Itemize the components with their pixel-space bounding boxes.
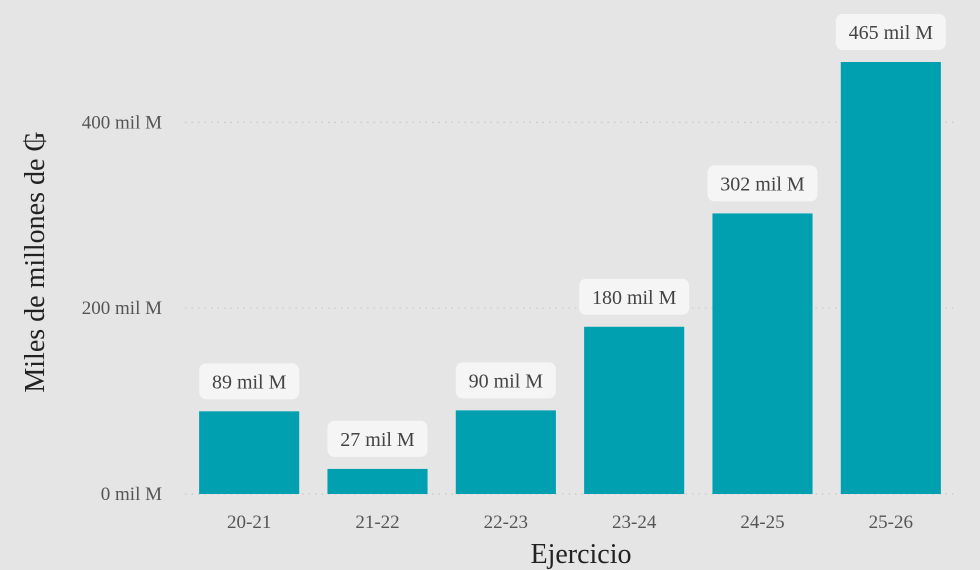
bar-21-22 [327,468,428,494]
bar-24-25 [712,213,813,494]
data-label-box [327,420,428,457]
data-label: 89 mil M [212,371,287,393]
x-axis-title: Ejercicio [530,539,631,570]
label-layer: 89 mil M 27 mil M 90 mil M 180 mil M 302 mil… [199,14,946,457]
bar-23-24 [584,326,685,494]
y-axis-title: Miles de millones de ₲ [20,131,51,392]
x-tick-label: 20-21 [227,512,271,533]
grid-layer [185,121,955,495]
data-label-box [707,165,818,202]
axis-layer: 0 mil M 200 mil M 400 mil M 20-21 21-22 22-23… [82,112,913,533]
data-label: 180 mil M [592,287,677,309]
data-label-box [455,362,556,399]
data-label: 302 mil M [720,173,805,195]
bar-22-23 [455,410,556,494]
data-label: 90 mil M [469,370,544,392]
data-label: 27 mil M [340,429,415,451]
data-label-box [835,14,946,50]
data-label-box [579,278,690,315]
x-tick-label: 21-22 [355,512,399,533]
y-tick-label: 200 mil M [82,298,162,319]
bar-layer [199,62,941,494]
x-tick-label: 25-26 [869,512,913,533]
x-tick-label: 22-23 [484,512,528,533]
data-label: 465 mil M [849,22,934,44]
bar-20-21 [199,411,300,494]
x-tick-label: 23-24 [612,512,657,533]
y-tick-label: 0 mil M [101,484,162,505]
x-tick-label: 24-25 [740,512,784,533]
y-tick-label: 400 mil M [82,112,162,133]
data-label-box [199,363,300,400]
bar-25-26 [840,62,941,494]
